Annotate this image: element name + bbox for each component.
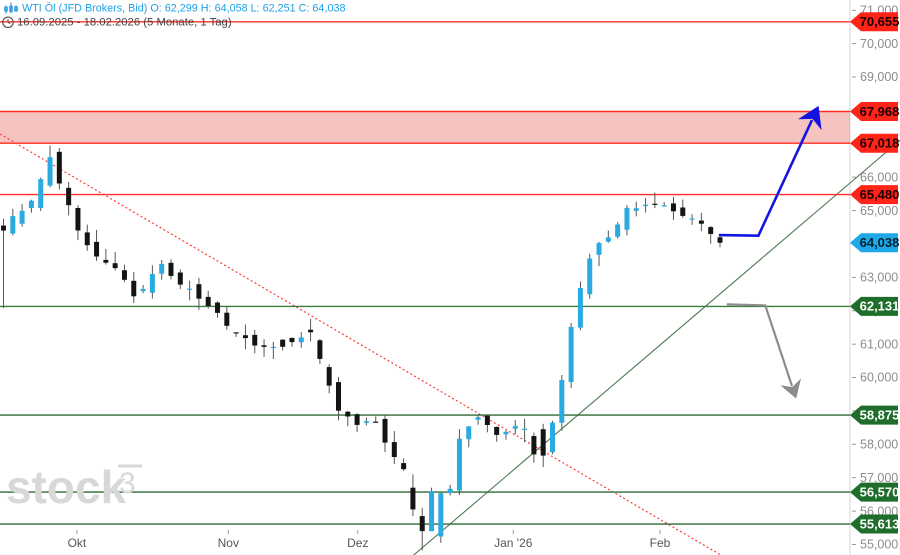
svg-text:55,613: 55,613 bbox=[860, 516, 900, 531]
svg-text:62,131: 62,131 bbox=[860, 299, 900, 314]
svg-text:66,000: 66,000 bbox=[860, 170, 898, 184]
svg-text:64,038: 64,038 bbox=[860, 235, 900, 250]
svg-text:70,000: 70,000 bbox=[860, 37, 898, 51]
svg-text:58,875: 58,875 bbox=[860, 407, 900, 422]
svg-text:61,000: 61,000 bbox=[860, 337, 898, 351]
svg-text:70,655: 70,655 bbox=[860, 14, 900, 29]
svg-text:67,968: 67,968 bbox=[860, 104, 900, 119]
svg-text:Nov: Nov bbox=[218, 536, 239, 550]
svg-text:Jan '26: Jan '26 bbox=[494, 536, 533, 550]
svg-text:Okt: Okt bbox=[68, 536, 87, 550]
svg-text:stock: stock bbox=[6, 461, 127, 513]
svg-text:Dez: Dez bbox=[347, 536, 368, 550]
svg-text:65,000: 65,000 bbox=[860, 204, 898, 218]
svg-text:58,000: 58,000 bbox=[860, 438, 898, 452]
svg-text:55,000: 55,000 bbox=[860, 538, 898, 552]
svg-text:56,570: 56,570 bbox=[860, 484, 900, 499]
svg-text:16.09.2025 - 18.02.2026 (5 M: 16.09.2025 - 18.02.2026 (5 Monate, 1 Tag… bbox=[17, 17, 232, 29]
svg-text:60,000: 60,000 bbox=[860, 371, 898, 385]
svg-text:67,018: 67,018 bbox=[860, 136, 900, 151]
svg-text:3: 3 bbox=[119, 467, 136, 500]
svg-text:65,480: 65,480 bbox=[860, 187, 900, 202]
svg-text:Feb: Feb bbox=[650, 536, 671, 550]
svg-text:69,000: 69,000 bbox=[860, 70, 898, 84]
svg-text:63,000: 63,000 bbox=[860, 271, 898, 285]
svg-text:WTI Öl (JFD Brokers, Bid) O:: WTI Öl (JFD Brokers, Bid) O: 62,299 H: 6… bbox=[22, 3, 345, 15]
